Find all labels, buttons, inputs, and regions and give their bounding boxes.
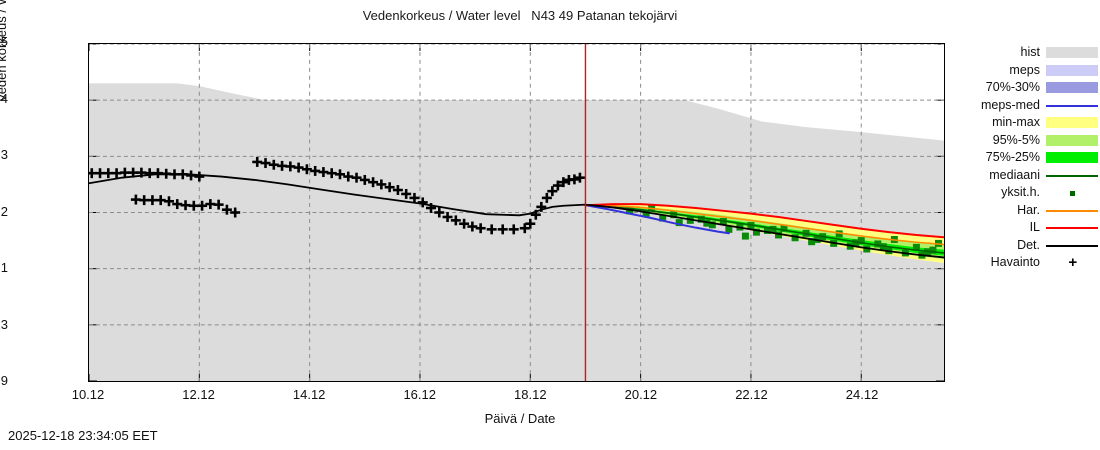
legend-label: min-max [992, 115, 1040, 129]
legend-label: meps [1009, 62, 1040, 77]
legend-swatch-line [1046, 97, 1098, 115]
legend-item: Det. [958, 237, 1098, 255]
legend-item: 95%-5% [958, 132, 1098, 150]
y-tick-label: 123.5 [0, 34, 8, 49]
x-tick-label: 22.12 [735, 387, 768, 402]
legend-swatch-band [1046, 132, 1098, 150]
legend-swatch-line [1046, 237, 1098, 255]
legend-swatch-band [1046, 149, 1098, 167]
legend: hist meps 70%-30% meps-med min-max 95%-5% 75%-… [958, 44, 1098, 272]
legend-item: hist [958, 44, 1098, 62]
legend-item: 70%-30% [958, 79, 1098, 97]
y-tick-label: 123.4 [0, 90, 8, 106]
x-tick-label: 18.12 [514, 387, 547, 402]
x-tick-label: 20.12 [624, 387, 658, 402]
x-tick-label: 12.12 [182, 387, 215, 402]
legend-swatch-band [1046, 44, 1098, 62]
legend-label: mediaani [989, 167, 1040, 182]
plot-canvas [89, 44, 944, 381]
legend-label: hist [1020, 45, 1040, 59]
plot-area [88, 43, 945, 382]
y-tick-label: 123 [0, 316, 8, 332]
legend-label: Havainto [990, 255, 1040, 269]
legend-swatch-line [1046, 167, 1098, 185]
x-tick-label: 14.12 [292, 387, 326, 402]
legend-label: 75%-25% [985, 150, 1040, 164]
legend-label: Har. [1017, 202, 1040, 217]
x-tick-label: 16.12 [403, 387, 436, 402]
legend-item: meps-med [958, 97, 1098, 115]
legend-swatch-line [1046, 219, 1098, 237]
legend-item: mediaani [958, 167, 1098, 185]
legend-label: yksit.h. [1001, 185, 1040, 199]
legend-item: yksit.h. [958, 184, 1098, 202]
legend-item: 75%-25% [958, 149, 1098, 167]
page-title: Vedenkorkeus / Water level N43 49 Patana… [362, 8, 678, 23]
legend-item: IL [958, 219, 1098, 237]
y-tick-label: 123.1 [0, 260, 8, 275]
y-tick-label: 122.9 [0, 373, 8, 388]
legend-item: meps [958, 62, 1098, 80]
legend-label: 70%-30% [985, 80, 1040, 94]
legend-swatch-line [1046, 202, 1098, 220]
x-axis-label: Päivä / Date [484, 411, 556, 426]
legend-label: IL [1029, 220, 1040, 234]
legend-label: 95%-5% [992, 132, 1040, 147]
generated-timestamp: 2025-12-18 23:34:05 EET [8, 428, 158, 443]
legend-swatch-band [1046, 62, 1098, 80]
legend-label: Det. [1017, 237, 1040, 252]
x-tick-label: 24.12 [845, 387, 879, 402]
legend-swatch-band [1046, 114, 1098, 132]
legend-swatch-square [1046, 184, 1098, 202]
plus-marker-icon: + [1068, 254, 1077, 271]
y-tick-label: 123.3 [0, 147, 8, 162]
y-tick-label: 123.2 [0, 203, 8, 219]
legend-swatch-band [1046, 79, 1098, 97]
legend-label: meps-med [980, 97, 1040, 112]
x-tick-label: 10.12 [71, 387, 105, 402]
legend-item: Har. [958, 202, 1098, 220]
legend-item: Havainto + [958, 254, 1098, 272]
legend-swatch-plus: + [1046, 254, 1098, 272]
legend-item: min-max [958, 114, 1098, 132]
